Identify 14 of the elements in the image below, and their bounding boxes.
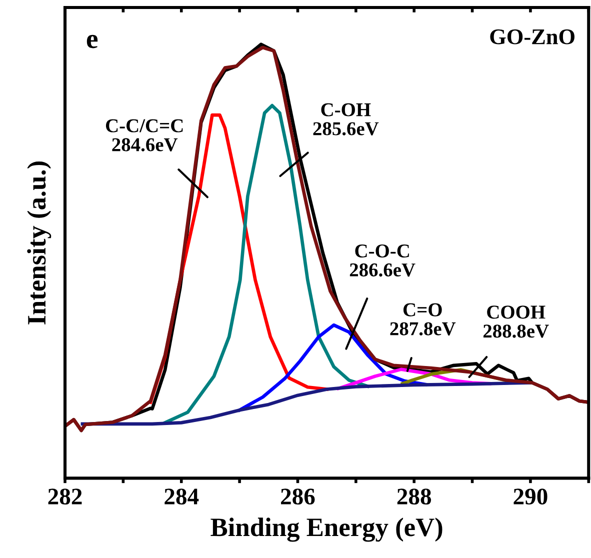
annotation: C=O 287.8eV [390, 303, 456, 336]
annotation: C-OH 285.6eV [313, 103, 379, 136]
annotation: e [86, 34, 98, 48]
annotation: C-O-C 286.6eV [350, 244, 416, 277]
x-tick-label: 282 [48, 488, 82, 505]
x-axis-title: Binding Energy (eV) [210, 518, 442, 542]
text: GO-ZnO [490, 29, 574, 44]
annotation: COOH 288.8eV [483, 306, 549, 338]
x-tick-label: 284 [164, 488, 199, 505]
x-tick-label: 288 [397, 488, 432, 505]
x-tick-label: 286 [281, 488, 315, 505]
y-axis-title: Intensity (a.u.) [27, 162, 52, 324]
x-tick-label: 290 [514, 488, 548, 505]
annotation: C-C/C=C 284.6eV [106, 119, 183, 152]
